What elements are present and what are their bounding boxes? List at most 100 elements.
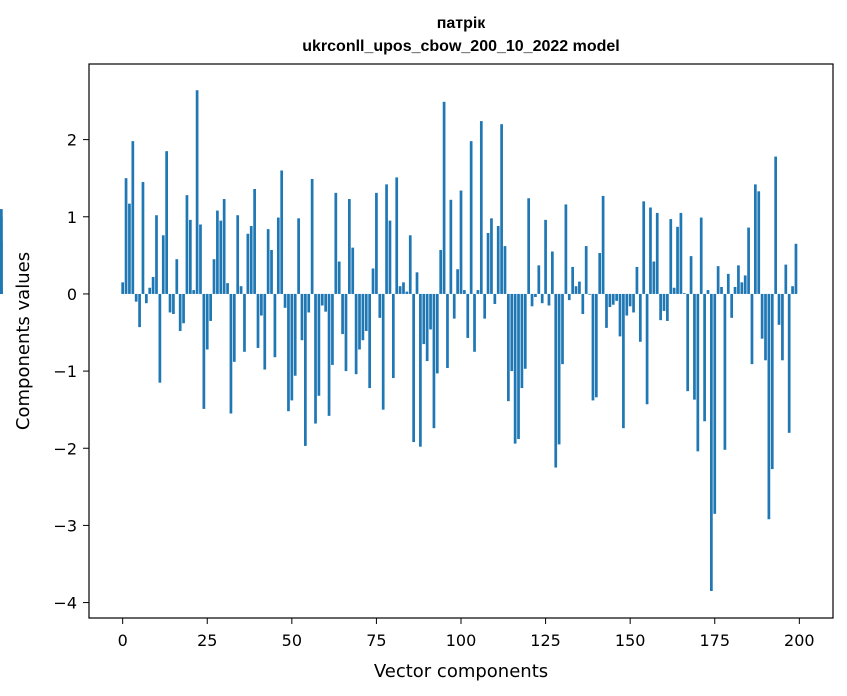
bar: [659, 293, 662, 321]
bar: [151, 276, 155, 294]
bar: [304, 293, 307, 446]
y-tick-label: −3: [53, 516, 77, 535]
bar: [446, 293, 449, 368]
bar: [496, 226, 500, 294]
chart-title: патрік: [437, 15, 487, 32]
bar: [246, 233, 250, 294]
bar: [794, 243, 798, 294]
x-axis-label: Vector components: [374, 661, 548, 682]
bar: [676, 226, 679, 294]
x-tick-label: 200: [784, 631, 815, 650]
bar: [716, 266, 720, 294]
bar: [615, 293, 618, 301]
y-tick-label: 2: [67, 131, 77, 150]
bar: [740, 282, 744, 294]
bar: [219, 220, 223, 294]
bar: [358, 293, 361, 350]
bar: [287, 293, 290, 412]
bar: [517, 293, 520, 439]
bar: [158, 293, 162, 383]
bar: [344, 293, 348, 372]
bar: [456, 269, 459, 294]
bar: [544, 219, 547, 294]
bar: [212, 259, 216, 294]
bar: [165, 151, 168, 294]
bar: [388, 220, 392, 294]
bar: [737, 265, 740, 294]
bar: [622, 293, 625, 429]
bar: [192, 290, 196, 294]
bar: [236, 215, 240, 294]
bar: [226, 283, 229, 294]
y-tick-label: −1: [53, 362, 77, 381]
bar: [635, 266, 639, 294]
bar: [479, 121, 483, 294]
bar: [209, 293, 212, 321]
plot-area-frame: [88, 63, 834, 619]
x-tick-label: 175: [699, 631, 730, 650]
bar: [199, 224, 202, 294]
bar: [486, 232, 490, 294]
bar: [767, 293, 771, 520]
bar: [155, 215, 158, 294]
bar: [172, 293, 175, 314]
bar: [381, 293, 385, 410]
bar: [720, 286, 723, 294]
bar: [331, 293, 334, 365]
bar: [750, 293, 754, 365]
bar: [669, 219, 673, 294]
bar: [405, 291, 409, 294]
y-tick-label: 0: [67, 285, 77, 304]
bar: [425, 293, 429, 362]
bar: [578, 281, 581, 294]
bar: [310, 178, 314, 294]
bar-series: [0, 90, 798, 591]
x-tick-label: 75: [366, 631, 386, 650]
bar: [300, 293, 304, 341]
bar: [584, 246, 588, 294]
bar: [747, 227, 750, 294]
bar: [530, 293, 534, 307]
bar: [337, 261, 341, 294]
bar: [611, 293, 615, 305]
bar: [469, 141, 473, 294]
bar: [385, 184, 388, 294]
bar: [391, 293, 395, 379]
bar: [429, 293, 432, 330]
bar: [134, 293, 138, 302]
bar: [774, 156, 778, 294]
bar: [754, 184, 757, 294]
bar: [760, 293, 764, 339]
bar: [483, 293, 487, 319]
bar: [703, 293, 706, 422]
bar: [666, 293, 669, 321]
bar: [182, 293, 185, 324]
y-axis-label: Components values: [13, 252, 34, 430]
bar: [730, 293, 734, 318]
bar: [638, 293, 642, 342]
bar: [540, 293, 544, 304]
bar: [266, 229, 270, 294]
bar: [571, 266, 575, 294]
bar: [249, 226, 253, 294]
bar: [686, 293, 690, 392]
bar: [361, 293, 365, 341]
bar: [459, 190, 463, 294]
bar: [435, 293, 439, 374]
x-tick-label: 50: [282, 631, 302, 650]
bar: [791, 286, 794, 294]
bar: [523, 293, 527, 369]
bar: [375, 192, 378, 294]
bar: [699, 217, 703, 294]
bar: [507, 293, 510, 402]
bar: [452, 293, 456, 319]
bar: [273, 293, 277, 358]
bar: [334, 192, 338, 294]
bar: [554, 293, 558, 468]
bar: [513, 293, 517, 444]
bar: [185, 195, 189, 294]
bar: [148, 287, 152, 294]
bar: [567, 293, 571, 301]
bar: [642, 201, 646, 294]
